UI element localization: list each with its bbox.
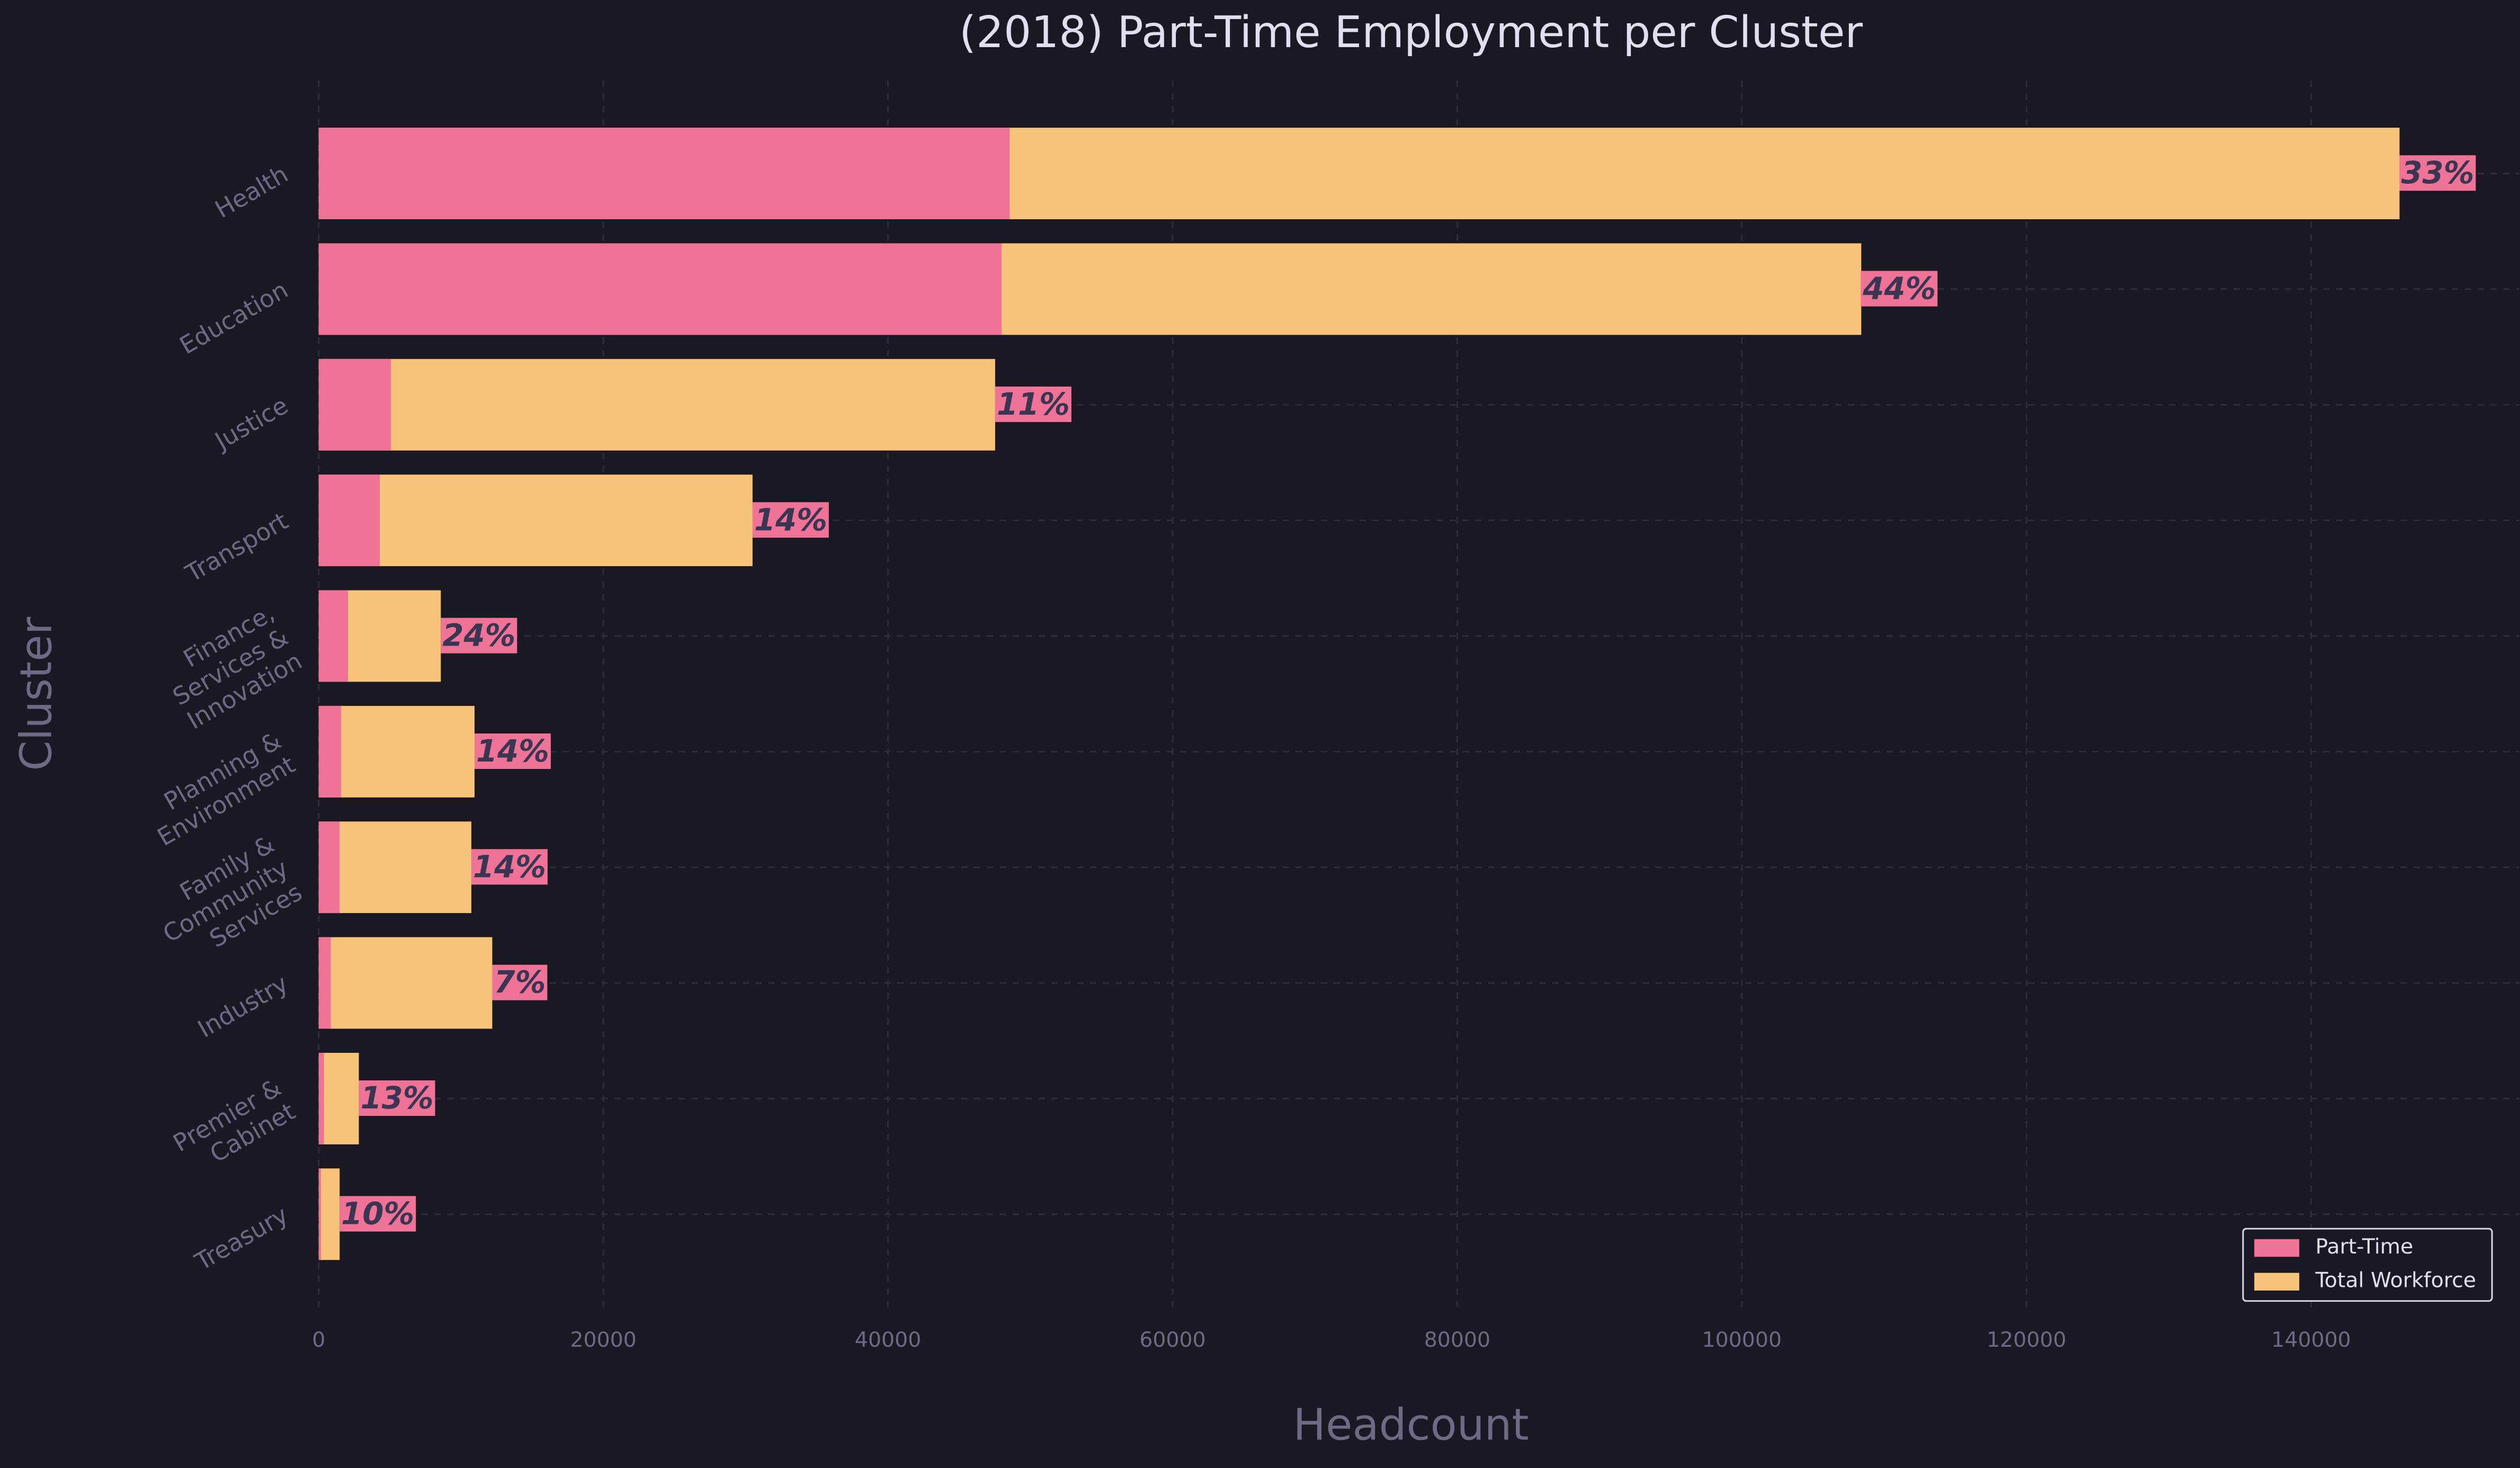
x-tick-label: 0 (312, 1328, 325, 1352)
value-label-box (441, 617, 517, 654)
value-label-box (474, 733, 551, 769)
bar (318, 1168, 340, 1260)
value-label-box (752, 502, 829, 538)
value-label-box (2399, 155, 2476, 191)
value-label: 14% (754, 502, 827, 538)
value-label-box (359, 1080, 435, 1116)
value-label: 24% (442, 618, 515, 654)
bar (318, 1053, 324, 1144)
x-tick-label: 40000 (855, 1328, 921, 1352)
value-label-box (995, 386, 1071, 422)
x-axis-label: Headcount (1293, 1400, 1529, 1451)
bar (318, 937, 331, 1029)
bar (318, 359, 391, 451)
legend: Part-Time Total Workforce (2242, 1228, 2493, 1302)
value-label: 33% (2401, 155, 2474, 191)
legend-swatch (2254, 1273, 2300, 1291)
x-tick-label: 80000 (1424, 1328, 1490, 1352)
legend-label: Total Workforce (2315, 1268, 2477, 1293)
bar (318, 821, 340, 914)
legend-swatch (2254, 1239, 2300, 1257)
bar (318, 705, 475, 798)
legend-frame (2242, 1228, 2493, 1302)
x-tick-label: 20000 (570, 1328, 636, 1352)
value-label: 14% (473, 849, 546, 884)
bar (318, 937, 493, 1029)
x-tick-label: 100000 (1702, 1328, 1782, 1352)
bar (318, 243, 1002, 335)
value-label: 10% (341, 1196, 414, 1231)
value-label: 11% (997, 387, 1070, 422)
value-label: 14% (476, 733, 549, 769)
chart-title: (2018) Part-Time Employment per Cluster (959, 7, 1863, 58)
bar (318, 705, 342, 798)
value-label-box (1861, 271, 1938, 307)
y-axis-label: Cluster (12, 617, 62, 771)
bar (318, 359, 995, 451)
bar (318, 590, 348, 682)
value-label-box (471, 849, 548, 885)
bar (318, 475, 380, 567)
x-tick-label: 120000 (1987, 1328, 2066, 1352)
bar (318, 128, 1010, 219)
bar (318, 1168, 321, 1260)
x-tick-label: 60000 (1139, 1328, 1205, 1352)
legend-label: Part-Time (2316, 1234, 2414, 1259)
value-label: 44% (1862, 271, 1936, 307)
value-label: 7% (494, 965, 546, 1000)
value-label-box (492, 964, 548, 1000)
bar (318, 475, 753, 567)
bar (318, 821, 471, 914)
value-label-box (339, 1196, 416, 1232)
value-label: 13% (361, 1080, 434, 1116)
x-tick-label: 140000 (2271, 1328, 2351, 1352)
bar (318, 1053, 359, 1144)
